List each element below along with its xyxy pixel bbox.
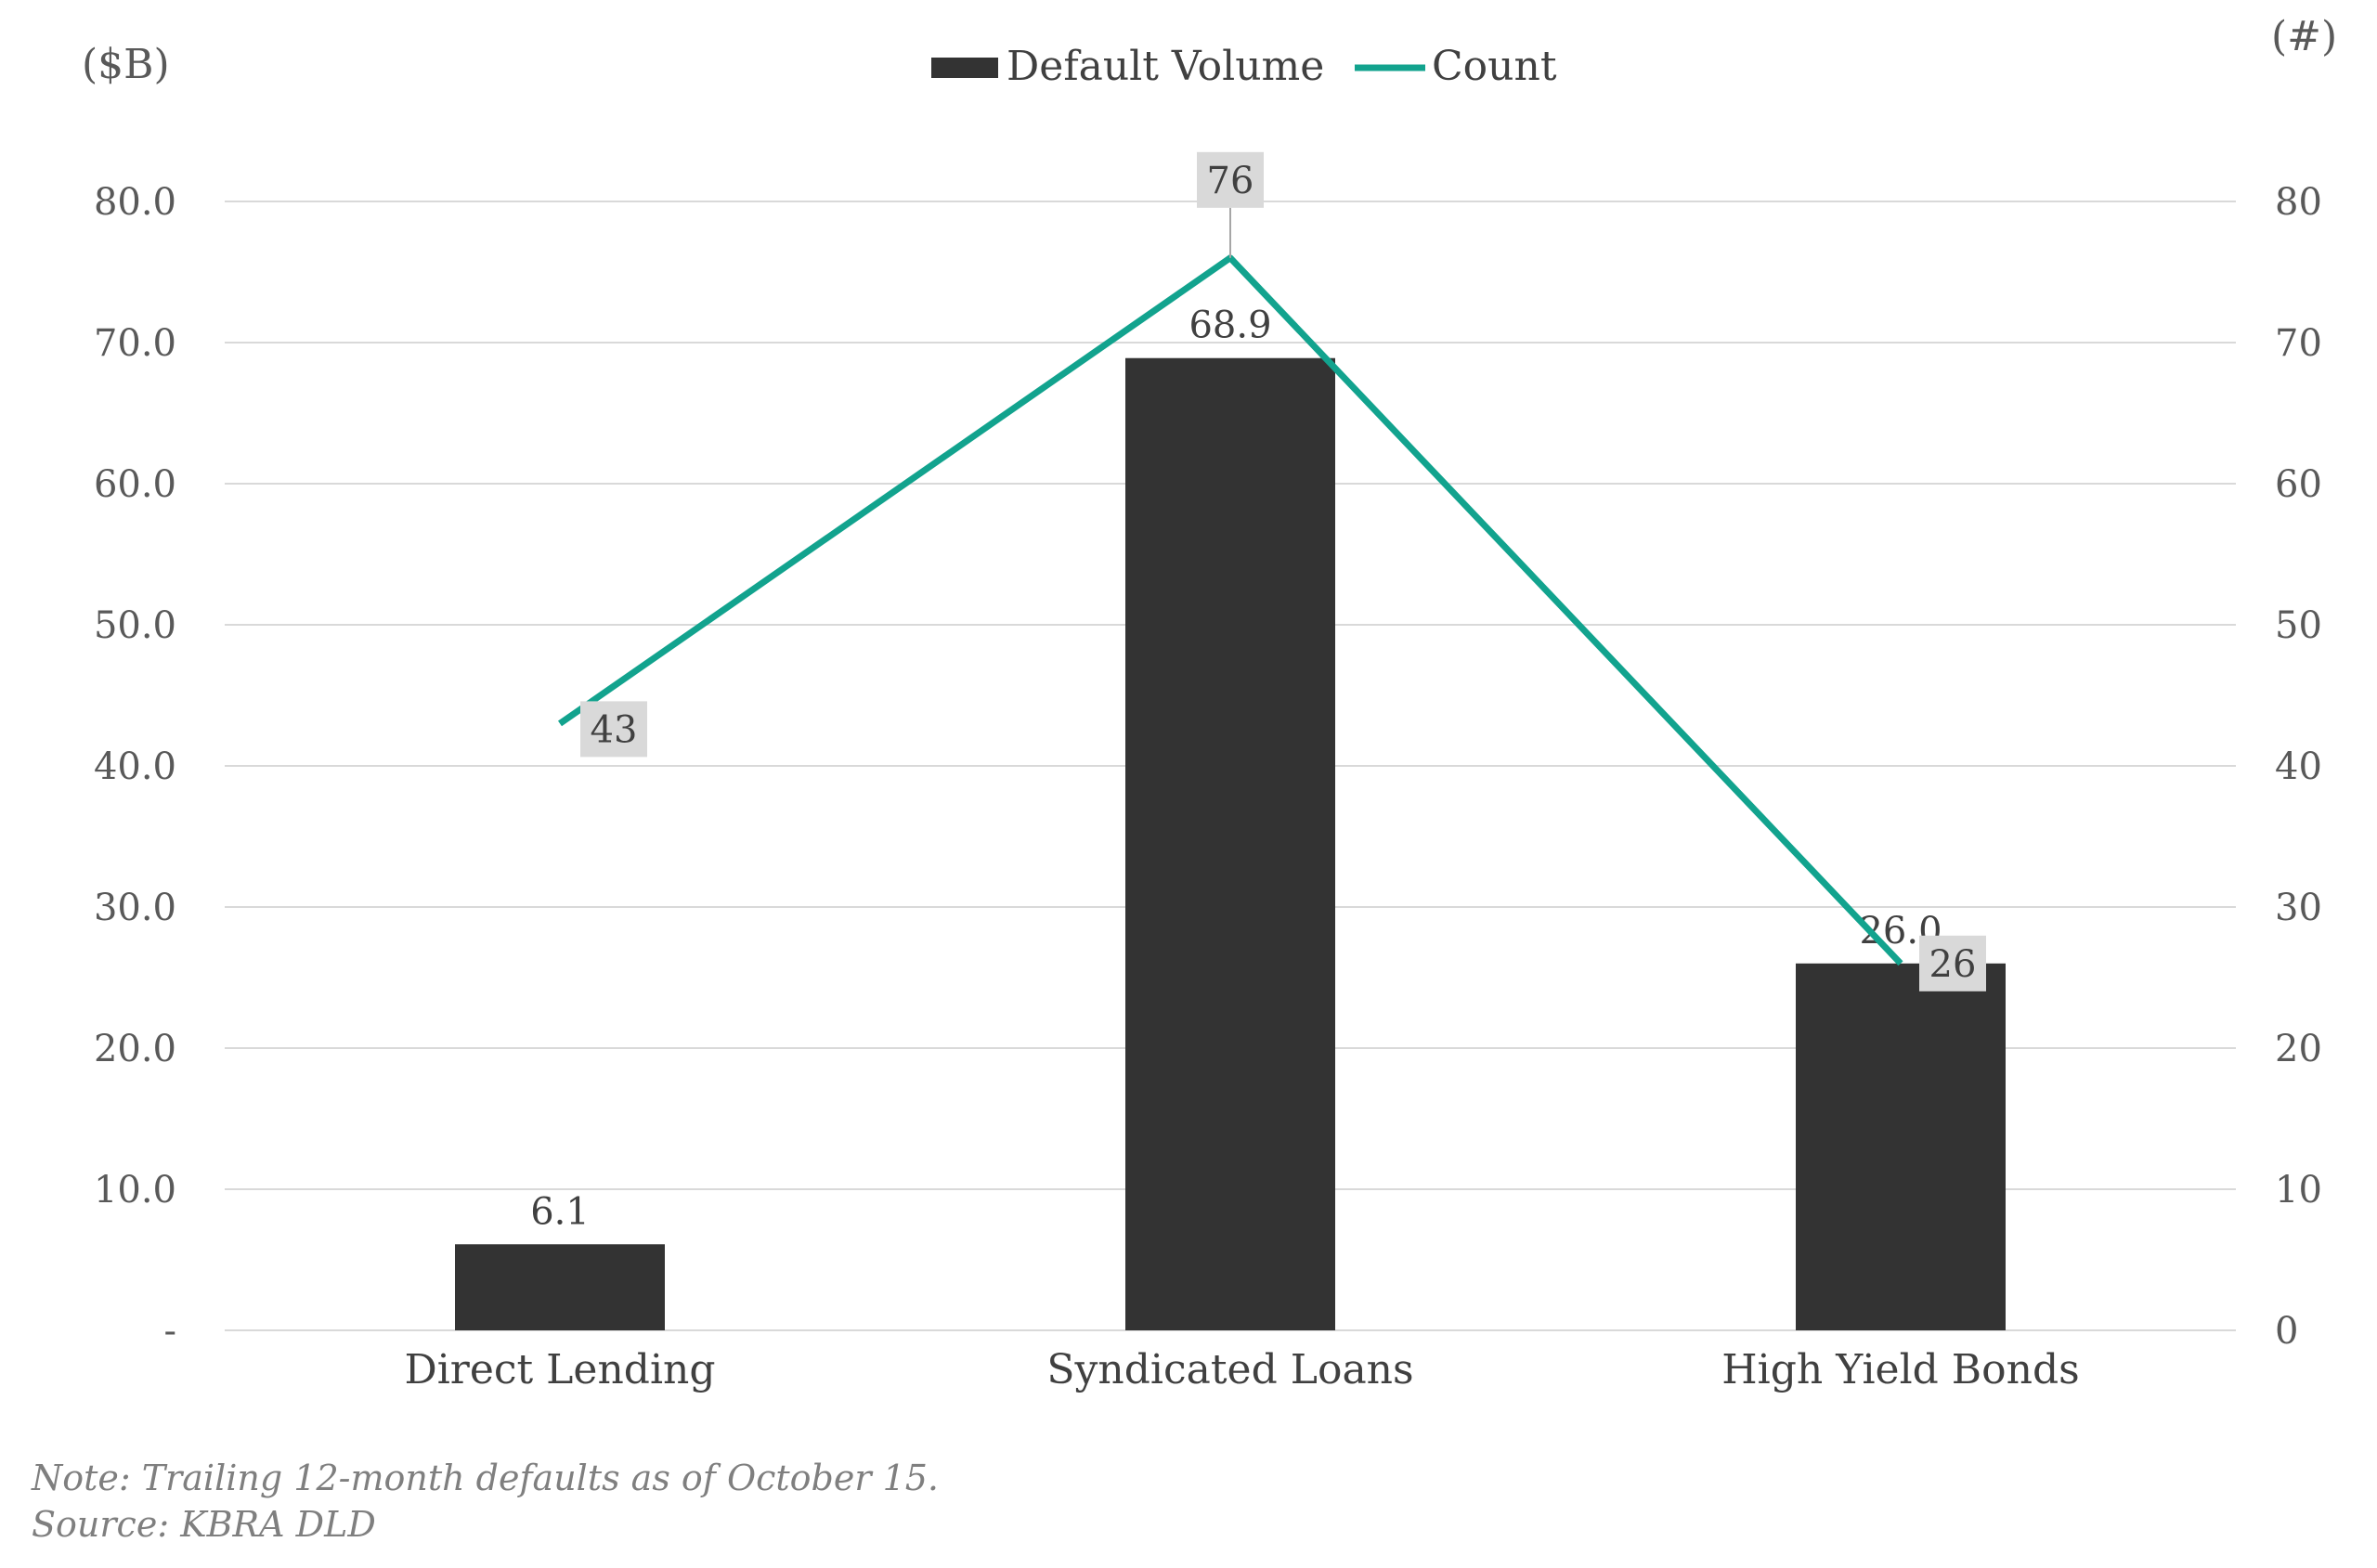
- right-axis-unit: (#): [2271, 13, 2337, 60]
- bar: [1125, 357, 1335, 1331]
- category-label: Direct Lending: [404, 1346, 715, 1393]
- right-tick-label: 10: [2275, 1169, 2322, 1212]
- right-tick-label: 80: [2275, 181, 2322, 224]
- left-tick-label: 80.0: [94, 181, 176, 224]
- count-value-label: 26: [1929, 943, 1977, 986]
- bar-value-label: 6.1: [530, 1190, 590, 1233]
- right-tick-label: 50: [2275, 604, 2322, 647]
- count-label-box: [580, 701, 647, 758]
- left-tick-label: 40.0: [94, 745, 176, 788]
- legend-swatch-bar: [931, 58, 998, 78]
- left-tick-label: -: [163, 1310, 176, 1353]
- left-tick-label: 70.0: [94, 322, 176, 365]
- bar: [1796, 963, 2006, 1330]
- right-tick-label: 60: [2275, 463, 2322, 506]
- legend-label-count: Count: [1432, 43, 1557, 90]
- right-tick-label: 30: [2275, 887, 2322, 929]
- count-label-box: [1919, 935, 1986, 991]
- left-tick-label: 50.0: [94, 604, 176, 647]
- count-value-label: 43: [591, 708, 638, 751]
- chart-note: Note: Trailing 12-month defaults as of O…: [32, 1458, 940, 1498]
- left-axis-unit: ($B): [82, 41, 170, 88]
- bar-value-label: 68.9: [1188, 305, 1271, 347]
- category-label: Syndicated Loans: [1046, 1346, 1413, 1393]
- left-tick-label: 20.0: [94, 1028, 176, 1070]
- legend-label-default-volume: Default Volume: [1007, 43, 1324, 90]
- right-tick-label: 70: [2275, 322, 2322, 365]
- left-tick-label: 60.0: [94, 463, 176, 506]
- right-tick-label: 0: [2275, 1310, 2298, 1353]
- count-label-box: [1197, 151, 1264, 208]
- right-tick-label: 40: [2275, 745, 2322, 788]
- right-tick-label: 20: [2275, 1028, 2322, 1070]
- count-value-label: 76: [1207, 160, 1254, 202]
- bar: [455, 1244, 665, 1330]
- chart-source: Source: KBRA DLD: [32, 1504, 376, 1545]
- category-label: High Yield Bonds: [1721, 1346, 2079, 1393]
- left-tick-label: 10.0: [94, 1169, 176, 1212]
- left-tick-label: 30.0: [94, 887, 176, 929]
